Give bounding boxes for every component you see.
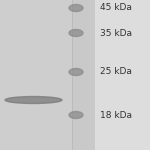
Text: 35 kDa: 35 kDa (100, 28, 132, 38)
Ellipse shape (69, 69, 83, 75)
Text: 45 kDa: 45 kDa (100, 3, 132, 12)
Text: 18 kDa: 18 kDa (100, 111, 132, 120)
Ellipse shape (69, 4, 83, 12)
Ellipse shape (5, 96, 62, 104)
Ellipse shape (69, 30, 83, 36)
Text: 25 kDa: 25 kDa (100, 68, 132, 76)
Ellipse shape (69, 111, 83, 119)
